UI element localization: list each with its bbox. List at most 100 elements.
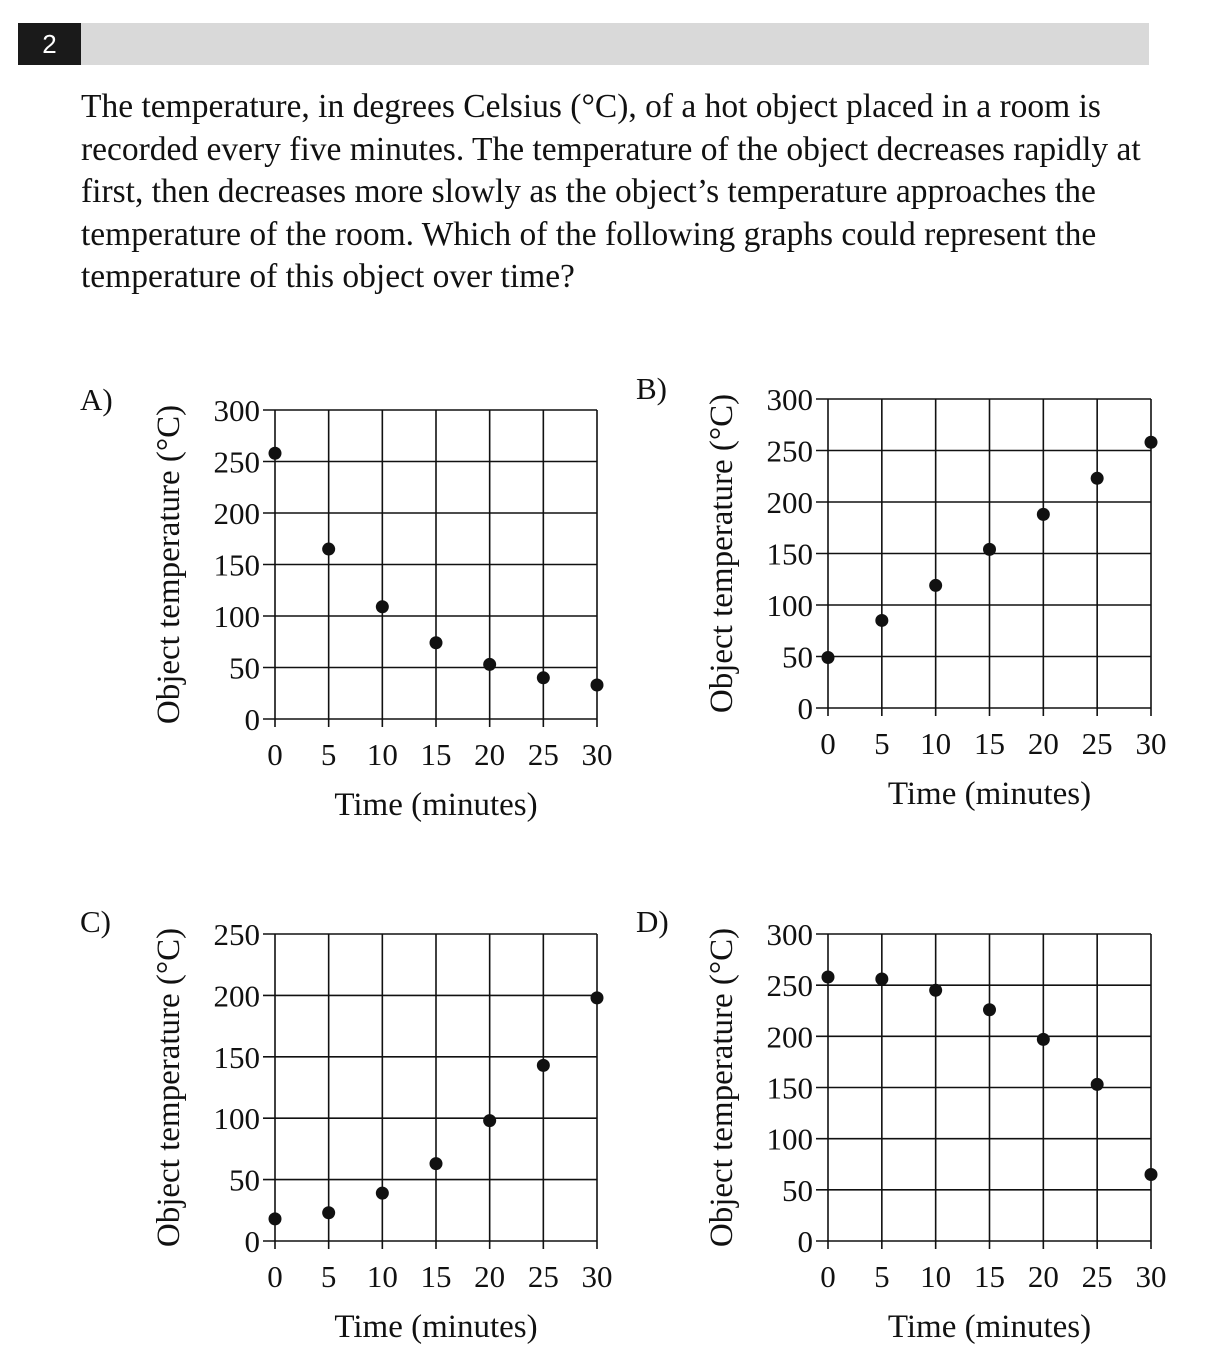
y-tick-label: 200 xyxy=(214,496,261,531)
data-point xyxy=(268,446,282,460)
chart-option-c[interactable]: 0 5 10 15 20 25 30 0 50 100 150 200 250 Time (minutes… xyxy=(140,904,660,1354)
y-tick-label: 100 xyxy=(214,599,261,634)
x-tick-label: 15 xyxy=(974,726,1005,761)
y-tick-label: 100 xyxy=(767,1122,814,1157)
data-point xyxy=(483,657,497,671)
data-point xyxy=(590,678,604,692)
y-tick-label: 150 xyxy=(214,1040,261,1075)
y-axis-title: Object temperature (°C) xyxy=(704,394,740,713)
x-tick-label: 5 xyxy=(874,1259,890,1294)
y-tick-label: 250 xyxy=(214,445,261,480)
data-point xyxy=(268,1212,282,1226)
option-c-label[interactable]: C) xyxy=(80,904,111,939)
data-point xyxy=(875,613,889,627)
x-axis-title: Time (minutes) xyxy=(888,776,1091,812)
data-point xyxy=(1090,471,1104,485)
y-tick-label: 250 xyxy=(767,434,814,469)
x-tick-label: 5 xyxy=(874,726,890,761)
data-point xyxy=(322,542,336,556)
x-tick-label: 10 xyxy=(367,737,398,772)
y-tick-label: 250 xyxy=(767,968,814,1003)
data-point xyxy=(983,542,996,556)
y-tick-label: 200 xyxy=(767,1019,814,1054)
data-point xyxy=(429,636,443,650)
x-tick-label: 30 xyxy=(582,1259,613,1294)
y-tick-label: 200 xyxy=(214,978,261,1013)
data-point xyxy=(536,671,550,685)
x-axis-title: Time (minutes) xyxy=(334,787,537,823)
y-tick-label: 150 xyxy=(214,548,261,583)
y-tick-label: 300 xyxy=(767,917,814,952)
x-tick-label: 20 xyxy=(1028,1259,1059,1294)
data-point xyxy=(375,1186,389,1200)
data-point xyxy=(821,970,835,984)
data-point xyxy=(875,972,889,986)
x-tick-label: 0 xyxy=(267,737,283,772)
question-text: The temperature, in degrees Celsius (°C)… xyxy=(81,88,1141,295)
x-tick-label: 0 xyxy=(267,1259,283,1294)
y-tick-label: 50 xyxy=(782,640,813,675)
y-axis-title: Object temperature (°C) xyxy=(151,405,187,724)
x-tick-label: 5 xyxy=(321,1259,337,1294)
data-point xyxy=(983,1003,996,1017)
question-header-bar: 2 xyxy=(18,23,1149,65)
y-tick-label: 50 xyxy=(229,1163,260,1198)
x-tick-label: 0 xyxy=(820,726,836,761)
data-point xyxy=(375,600,389,614)
x-tick-label: 15 xyxy=(974,1259,1005,1294)
x-tick-label: 30 xyxy=(1136,726,1167,761)
data-point xyxy=(1144,1167,1158,1181)
y-tick-label: 0 xyxy=(798,1224,814,1259)
x-tick-label: 10 xyxy=(367,1259,398,1294)
option-d-label[interactable]: D) xyxy=(636,904,669,939)
x-tick-label: 5 xyxy=(321,737,337,772)
y-tick-label: 200 xyxy=(767,485,814,520)
x-axis-title: Time (minutes) xyxy=(334,1309,537,1345)
x-tick-label: 20 xyxy=(474,737,505,772)
data-point xyxy=(1144,435,1158,449)
data-point xyxy=(929,578,943,592)
x-tick-label: 20 xyxy=(474,1259,505,1294)
data-point xyxy=(483,1114,497,1128)
option-a-label[interactable]: A) xyxy=(80,382,113,417)
x-tick-label: 30 xyxy=(1136,1259,1167,1294)
y-tick-label: 0 xyxy=(245,702,261,737)
data-point xyxy=(536,1058,550,1072)
y-tick-label: 300 xyxy=(767,382,814,417)
x-tick-label: 30 xyxy=(582,737,613,772)
y-tick-label: 150 xyxy=(767,1071,814,1106)
y-tick-label: 50 xyxy=(229,651,260,686)
x-tick-label: 10 xyxy=(920,1259,951,1294)
question-number: 2 xyxy=(18,23,81,65)
x-tick-label: 25 xyxy=(528,1259,559,1294)
data-point xyxy=(322,1206,336,1220)
y-tick-label: 100 xyxy=(214,1101,261,1136)
x-tick-label: 0 xyxy=(820,1259,836,1294)
y-tick-label: 300 xyxy=(214,393,261,428)
data-point xyxy=(1036,507,1050,521)
y-axis-title: Object temperature (°C) xyxy=(704,928,740,1247)
y-tick-label: 0 xyxy=(245,1224,261,1259)
x-axis-title: Time (minutes) xyxy=(888,1309,1091,1345)
data-point xyxy=(590,991,604,1005)
y-axis-title: Object temperature (°C) xyxy=(151,928,187,1247)
x-tick-label: 25 xyxy=(1082,726,1113,761)
data-point xyxy=(1090,1077,1104,1091)
chart-plot-group: 0 5 10 15 20 25 30 0 50 100 150 200 250 Time (minutes… xyxy=(151,917,613,1345)
x-tick-label: 25 xyxy=(1082,1259,1113,1294)
y-tick-label: 100 xyxy=(767,588,814,623)
data-point xyxy=(929,983,943,997)
option-b-label[interactable]: B) xyxy=(636,371,667,406)
data-point xyxy=(429,1157,443,1171)
x-tick-label: 10 xyxy=(920,726,951,761)
x-tick-label: 15 xyxy=(421,1259,452,1294)
y-tick-label: 250 xyxy=(214,917,261,952)
x-tick-label: 15 xyxy=(421,737,452,772)
y-tick-label: 50 xyxy=(782,1173,813,1208)
